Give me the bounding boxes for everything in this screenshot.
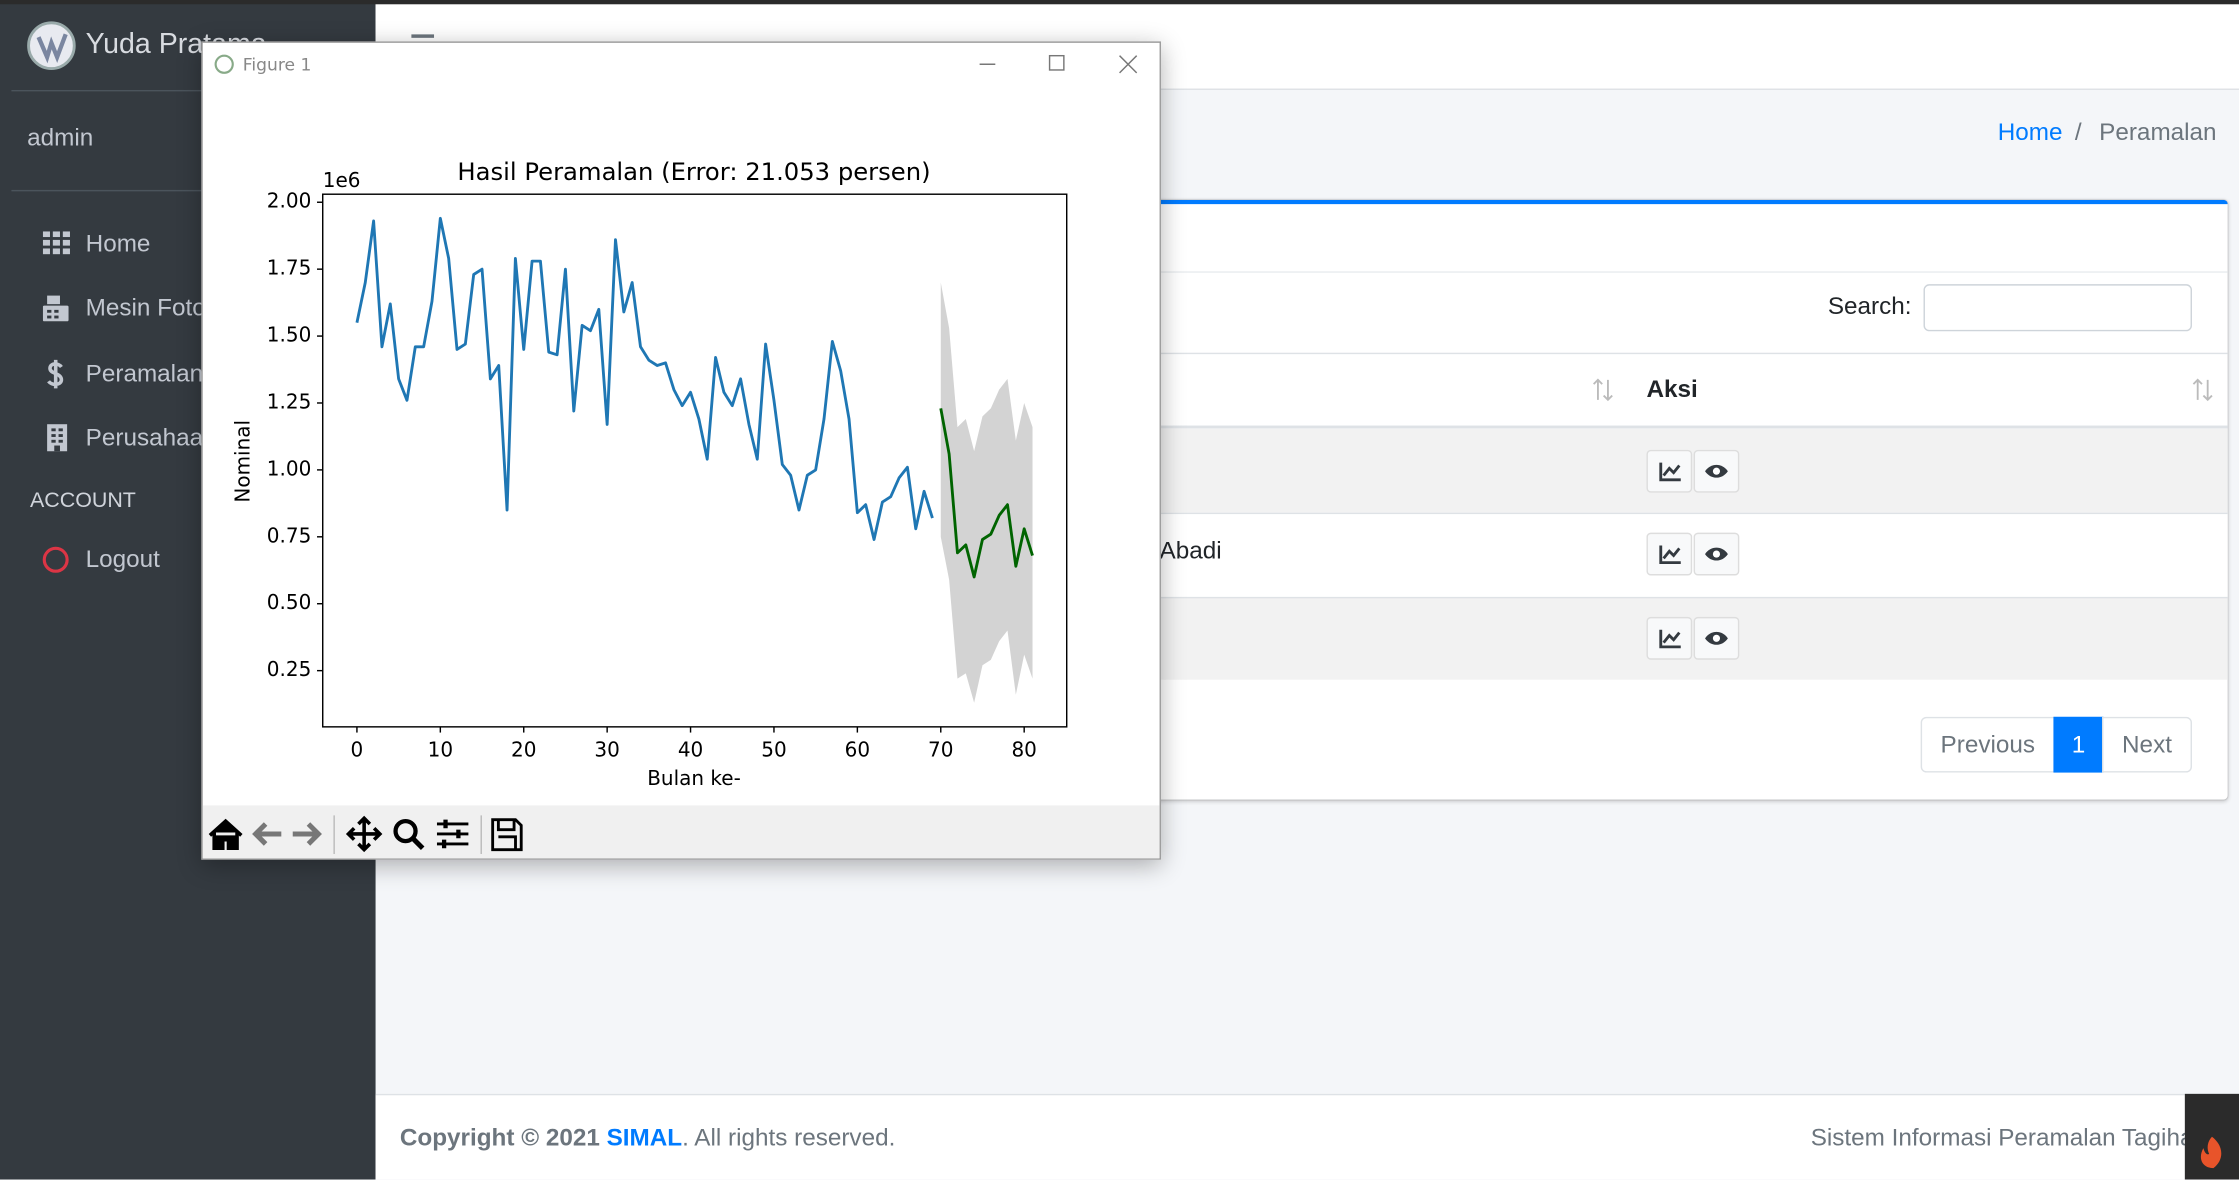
search-input[interactable] [1923, 284, 2192, 332]
close[interactable] [1119, 55, 1138, 74]
x-tick-label: 20 [511, 738, 536, 762]
chart-icon [1659, 462, 1681, 482]
section-header: ACCOUNT [29, 488, 136, 513]
page-previous[interactable]: Previous [1920, 716, 2055, 773]
view-button[interactable] [1693, 616, 1740, 660]
menu-icon [42, 295, 69, 322]
y-tick-label: 2.00 [267, 189, 311, 213]
x-tick-label: 60 [845, 738, 870, 762]
page-next[interactable]: Next [2102, 716, 2192, 773]
chart-icon [1659, 545, 1681, 565]
sort-icon[interactable] [1592, 377, 1615, 403]
breadcrumb-current: Peramalan [2099, 118, 2217, 146]
menu-icon [47, 359, 64, 389]
breadcrumb-link[interactable]: Home [1997, 118, 2063, 146]
x-tick-label: 70 [928, 738, 953, 762]
y-tick-label: 1.75 [267, 256, 311, 280]
menu-item[interactable]: Peramalan [85, 359, 204, 387]
user-name[interactable]: admin [27, 124, 94, 152]
x-axis-label: Bulan ke- [647, 766, 741, 790]
save-button[interactable] [491, 818, 523, 852]
chart-button[interactable] [1646, 616, 1693, 660]
footer-brand[interactable]: SIMAL [606, 1123, 683, 1151]
maximize[interactable] [1048, 54, 1065, 71]
menu-item[interactable]: Home [85, 229, 151, 258]
column-header[interactable]: Aksi [1646, 375, 1698, 403]
zoom-button[interactable] [393, 818, 418, 844]
window-title: Figure 1 [243, 56, 312, 76]
brand-logo [27, 21, 76, 70]
series-line [355, 216, 934, 541]
menu-item[interactable]: Perusahaan [85, 424, 217, 452]
y-tick-label: 0.75 [267, 523, 311, 547]
flame-badge[interactable] [2184, 1093, 2239, 1180]
copyright: Copyright © 2021 [399, 1123, 600, 1151]
menu-icon [47, 424, 68, 452]
divider [399, 271, 2228, 273]
divider [399, 352, 2228, 355]
y-tick-label: 1.00 [267, 456, 311, 480]
y-tick-label: 1.50 [267, 323, 311, 347]
forward-button[interactable] [292, 822, 322, 846]
window-icon [214, 54, 234, 74]
page-number[interactable]: 1 [2053, 716, 2104, 773]
confidence-band [940, 282, 1033, 703]
divider [11, 89, 365, 92]
footer-app: Sistem Informasi Peramalan Tagihan [1810, 1123, 2207, 1151]
top-edge [0, 0, 2239, 5]
x-tick-label: 50 [761, 738, 786, 762]
menu-item[interactable]: Logout [85, 545, 160, 573]
y-tick-label: 0.25 [267, 657, 311, 681]
y-tick-label: 1.25 [267, 389, 311, 413]
view-button[interactable] [1693, 449, 1740, 493]
chart-title: Hasil Peramalan (Error: 21.053 persen) [457, 157, 930, 186]
toolbar [202, 805, 1160, 859]
logout-icon [42, 546, 69, 573]
y-tick-label: 0.50 [267, 590, 311, 614]
x-tick-label: 0 [351, 738, 364, 762]
chart-button[interactable] [1646, 532, 1693, 576]
menu-icon [42, 231, 70, 255]
table-cell: Abadi [1159, 536, 1222, 565]
figure: Figure 1 Hasil Peramalan (Error: [202, 42, 1160, 859]
search-label: Search: [1827, 292, 1912, 320]
back-button[interactable] [252, 822, 282, 846]
pan-button[interactable] [345, 815, 383, 853]
figure-window: Figure 1 Hasil Peramalan (Error: [201, 41, 1161, 860]
offset-label: 1e6 [323, 168, 361, 192]
flame-icon [2200, 1136, 2222, 1169]
x-tick-label: 10 [428, 738, 453, 762]
view-button[interactable] [1693, 532, 1740, 576]
toolbar-buttons [208, 815, 523, 854]
divider [11, 189, 365, 192]
home-button[interactable] [208, 818, 243, 851]
eye-icon [1705, 631, 1728, 645]
axes-frame [322, 193, 1068, 728]
zoom-handle [410, 836, 425, 850]
eye-icon [1705, 547, 1728, 561]
eye-icon [1705, 464, 1728, 478]
sort-icon[interactable] [2192, 377, 2215, 403]
rights: . All rights reserved. [682, 1123, 896, 1151]
footer [375, 1093, 2239, 1180]
chart-icon [1659, 629, 1681, 649]
breadcrumb-separator: / [2074, 118, 2082, 146]
footer-left: Copyright © 2021 SIMAL. All rights reser… [400, 1124, 895, 1153]
chart-button[interactable] [1646, 449, 1693, 493]
divider [399, 425, 2228, 429]
y-axis-label: Nominal [231, 420, 255, 503]
series-line [939, 408, 1034, 579]
x-tick-label: 30 [594, 738, 619, 762]
x-tick-label: 80 [1011, 738, 1036, 762]
x-tick-label: 40 [678, 738, 703, 762]
